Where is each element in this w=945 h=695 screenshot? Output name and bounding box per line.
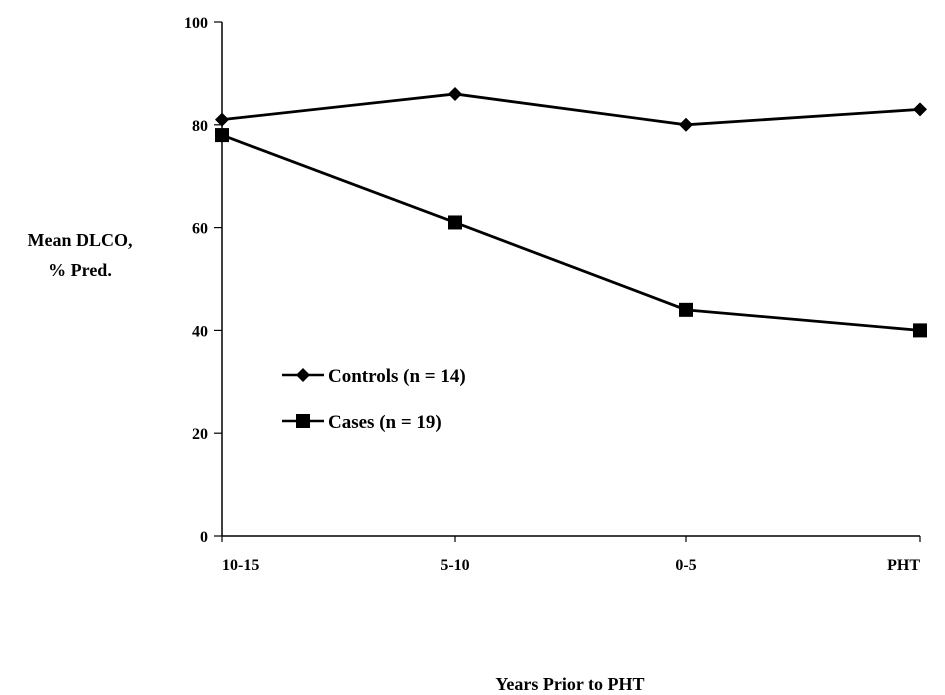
legend-label-controls: Controls (n = 14) <box>328 366 466 387</box>
x-tick-label: 10-15 <box>222 557 259 574</box>
y-tick-label: 100 <box>184 15 208 32</box>
cases-data-point <box>448 215 462 230</box>
legend-label-cases: Cases (n = 19) <box>328 412 442 433</box>
x-axis-title: Years Prior to PHT <box>495 674 644 694</box>
y-tick-label: 20 <box>192 426 208 443</box>
series-line-cases <box>221 133 921 332</box>
y-tick-label: 60 <box>192 221 208 238</box>
controls-data-point <box>448 86 462 101</box>
x-axis: 10-15 5-10 0-5 PHT <box>221 535 921 574</box>
y-tick-label: 0 <box>200 529 208 546</box>
y-tick-label: 80 <box>192 118 208 135</box>
x-tick-label: 0-5 <box>675 557 696 574</box>
series-layer <box>215 86 927 338</box>
y-axis: 0 20 40 60 80 100 <box>184 15 223 546</box>
cases-data-point <box>913 323 927 338</box>
controls-data-point <box>215 112 229 127</box>
controls-data-point <box>913 102 927 117</box>
legend-item-cases: Cases (n = 19) <box>282 412 442 433</box>
series-line-controls <box>221 92 921 127</box>
cases-data-point <box>215 128 229 143</box>
y-axis-title-line-1: Mean DLCO, <box>28 230 133 250</box>
cases-data-point <box>679 302 693 317</box>
legend-item-controls: Controls (n = 14) <box>282 366 466 387</box>
controls-data-point <box>679 117 693 132</box>
x-tick-label: 5-10 <box>440 557 469 574</box>
y-tick-label: 40 <box>192 323 208 340</box>
legend: Controls (n = 14) Cases (n = 19) <box>282 366 466 433</box>
x-tick-label: PHT <box>887 557 920 574</box>
legend-diamond-marker <box>296 368 310 382</box>
y-axis-title-line-2: % Pred. <box>48 260 112 280</box>
legend-square-marker <box>296 414 310 428</box>
